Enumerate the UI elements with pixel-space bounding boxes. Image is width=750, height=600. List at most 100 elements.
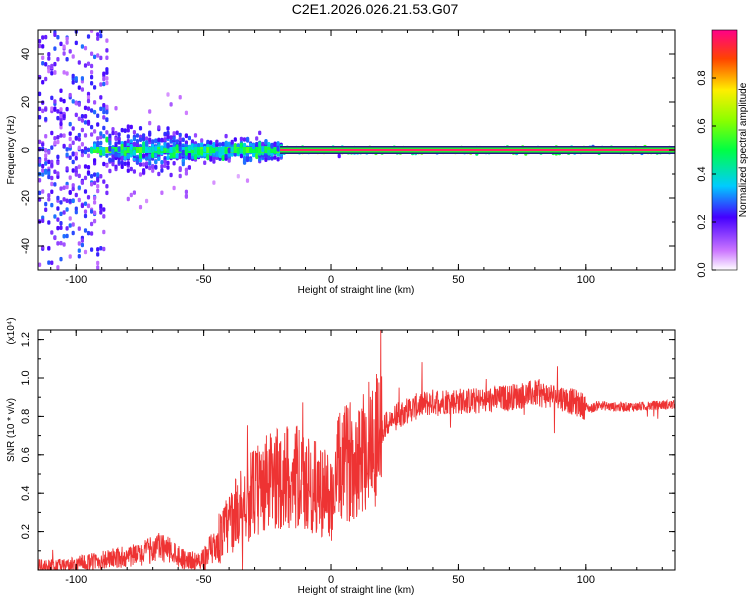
heatmap-cell [96,184,100,189]
heatmap-cell [239,153,243,159]
heatmap-cell [41,55,45,60]
heatmap-cell [123,150,127,157]
heatmap-cell [239,147,243,153]
heatmap-cell [93,143,97,150]
heatmap-cell [233,147,237,153]
heatmap-cell [215,139,219,145]
heatmap-cell [38,115,42,120]
heatmap-cell [264,147,268,153]
heatmap-cell [65,226,69,231]
heatmap-cell [86,91,91,97]
heatmap-cell [200,138,204,143]
heatmap-cell [138,172,143,177]
heatmap-cell [111,130,115,136]
heatmap-cell [184,149,189,156]
heatmap-cell [264,157,268,162]
heatmap-cell [142,136,146,141]
heatmap-cell [111,127,115,132]
heatmap-cell [71,186,75,192]
heatmap-cell [102,81,106,87]
heatmap-cell [77,173,81,179]
heatmap-cell [68,190,72,195]
heatmap-cell [71,222,75,227]
heatmap-cell [114,164,118,170]
heatmap-cell [99,203,103,209]
heatmap-cell [83,189,88,194]
x-tick-label: -100 [65,574,87,586]
heatmap-cell [157,171,161,177]
heatmap-cell [59,225,63,230]
heatmap-cell [138,157,143,163]
heatmap-cell [181,158,185,163]
heatmap-cell [157,148,161,155]
heatmap-cell [53,182,57,187]
heatmap-cell [86,106,91,111]
heatmap-cell [132,142,136,147]
heatmap-cell [41,146,45,152]
heatmap-cell [105,76,109,81]
heatmap-cell [138,162,143,167]
heatmap-cell [252,143,256,150]
heatmap-cell [105,38,109,43]
heatmap-cell [74,100,78,106]
heatmap-cell [108,145,112,152]
heatmap-cell [90,30,94,33]
snr-x-ticks: -100 -50 0 50 100 [50,330,663,586]
heatmap-cell [175,139,179,144]
heatmap-cell [120,127,124,133]
heatmap-cell [56,115,60,121]
heatmap-cell [129,143,134,150]
heatmap-cell [245,178,250,183]
heatmap-cell [224,140,228,147]
heatmap-cell [105,130,109,135]
heatmap-cell [212,156,216,162]
heatmap-cell [80,238,84,243]
heatmap-cell [242,147,247,153]
heatmap-cell [105,80,109,86]
heatmap-cell [80,87,84,92]
heatmap-cell [68,216,72,221]
heatmap-cell [90,108,94,113]
heatmap-cell [93,85,97,90]
heatmap-cell [41,80,45,85]
heatmap-cell [172,161,176,166]
heatmap-cell [90,124,94,130]
heatmap-cell [148,132,152,137]
heatmap-cell [44,34,48,40]
heatmap-cell [138,147,143,153]
heatmap-cell [166,92,170,97]
heatmap-cell [135,139,139,144]
heatmap-cell [44,153,48,158]
heatmap-cell [74,135,78,141]
heatmap-cell [90,63,94,69]
heatmap-cell [47,159,51,165]
heatmap-cell [93,172,97,177]
heatmap-cell [102,71,106,76]
heatmap-cell [157,156,161,161]
heatmap-cell [93,109,97,115]
heatmap-cell [166,134,170,139]
heatmap-cell [74,151,78,157]
heatmap-cell [99,33,103,39]
heatmap-cell [77,254,81,259]
heatmap-cell [221,155,225,161]
heatmap-cell [114,143,118,149]
heatmap-cell [249,147,253,154]
heatmap-cell [50,71,54,76]
heatmap-cell [105,184,109,189]
x-tick-label: 0 [328,274,334,286]
heatmap-cell [56,206,60,211]
heatmap-cell [56,217,60,222]
heatmap-cell [215,147,219,153]
heatmap-cell [163,163,167,168]
heatmap-cell [44,201,48,207]
heatmap-cell [56,195,60,201]
heatmap-cell [47,52,51,57]
heatmap-cell [172,152,176,159]
heatmap-cell [96,136,100,141]
heatmap-cell [145,198,149,204]
heatmap-cell [77,248,81,253]
heatmap-cell [62,143,66,149]
heatmap-cell [59,256,63,262]
heatmap-cell [96,113,100,118]
